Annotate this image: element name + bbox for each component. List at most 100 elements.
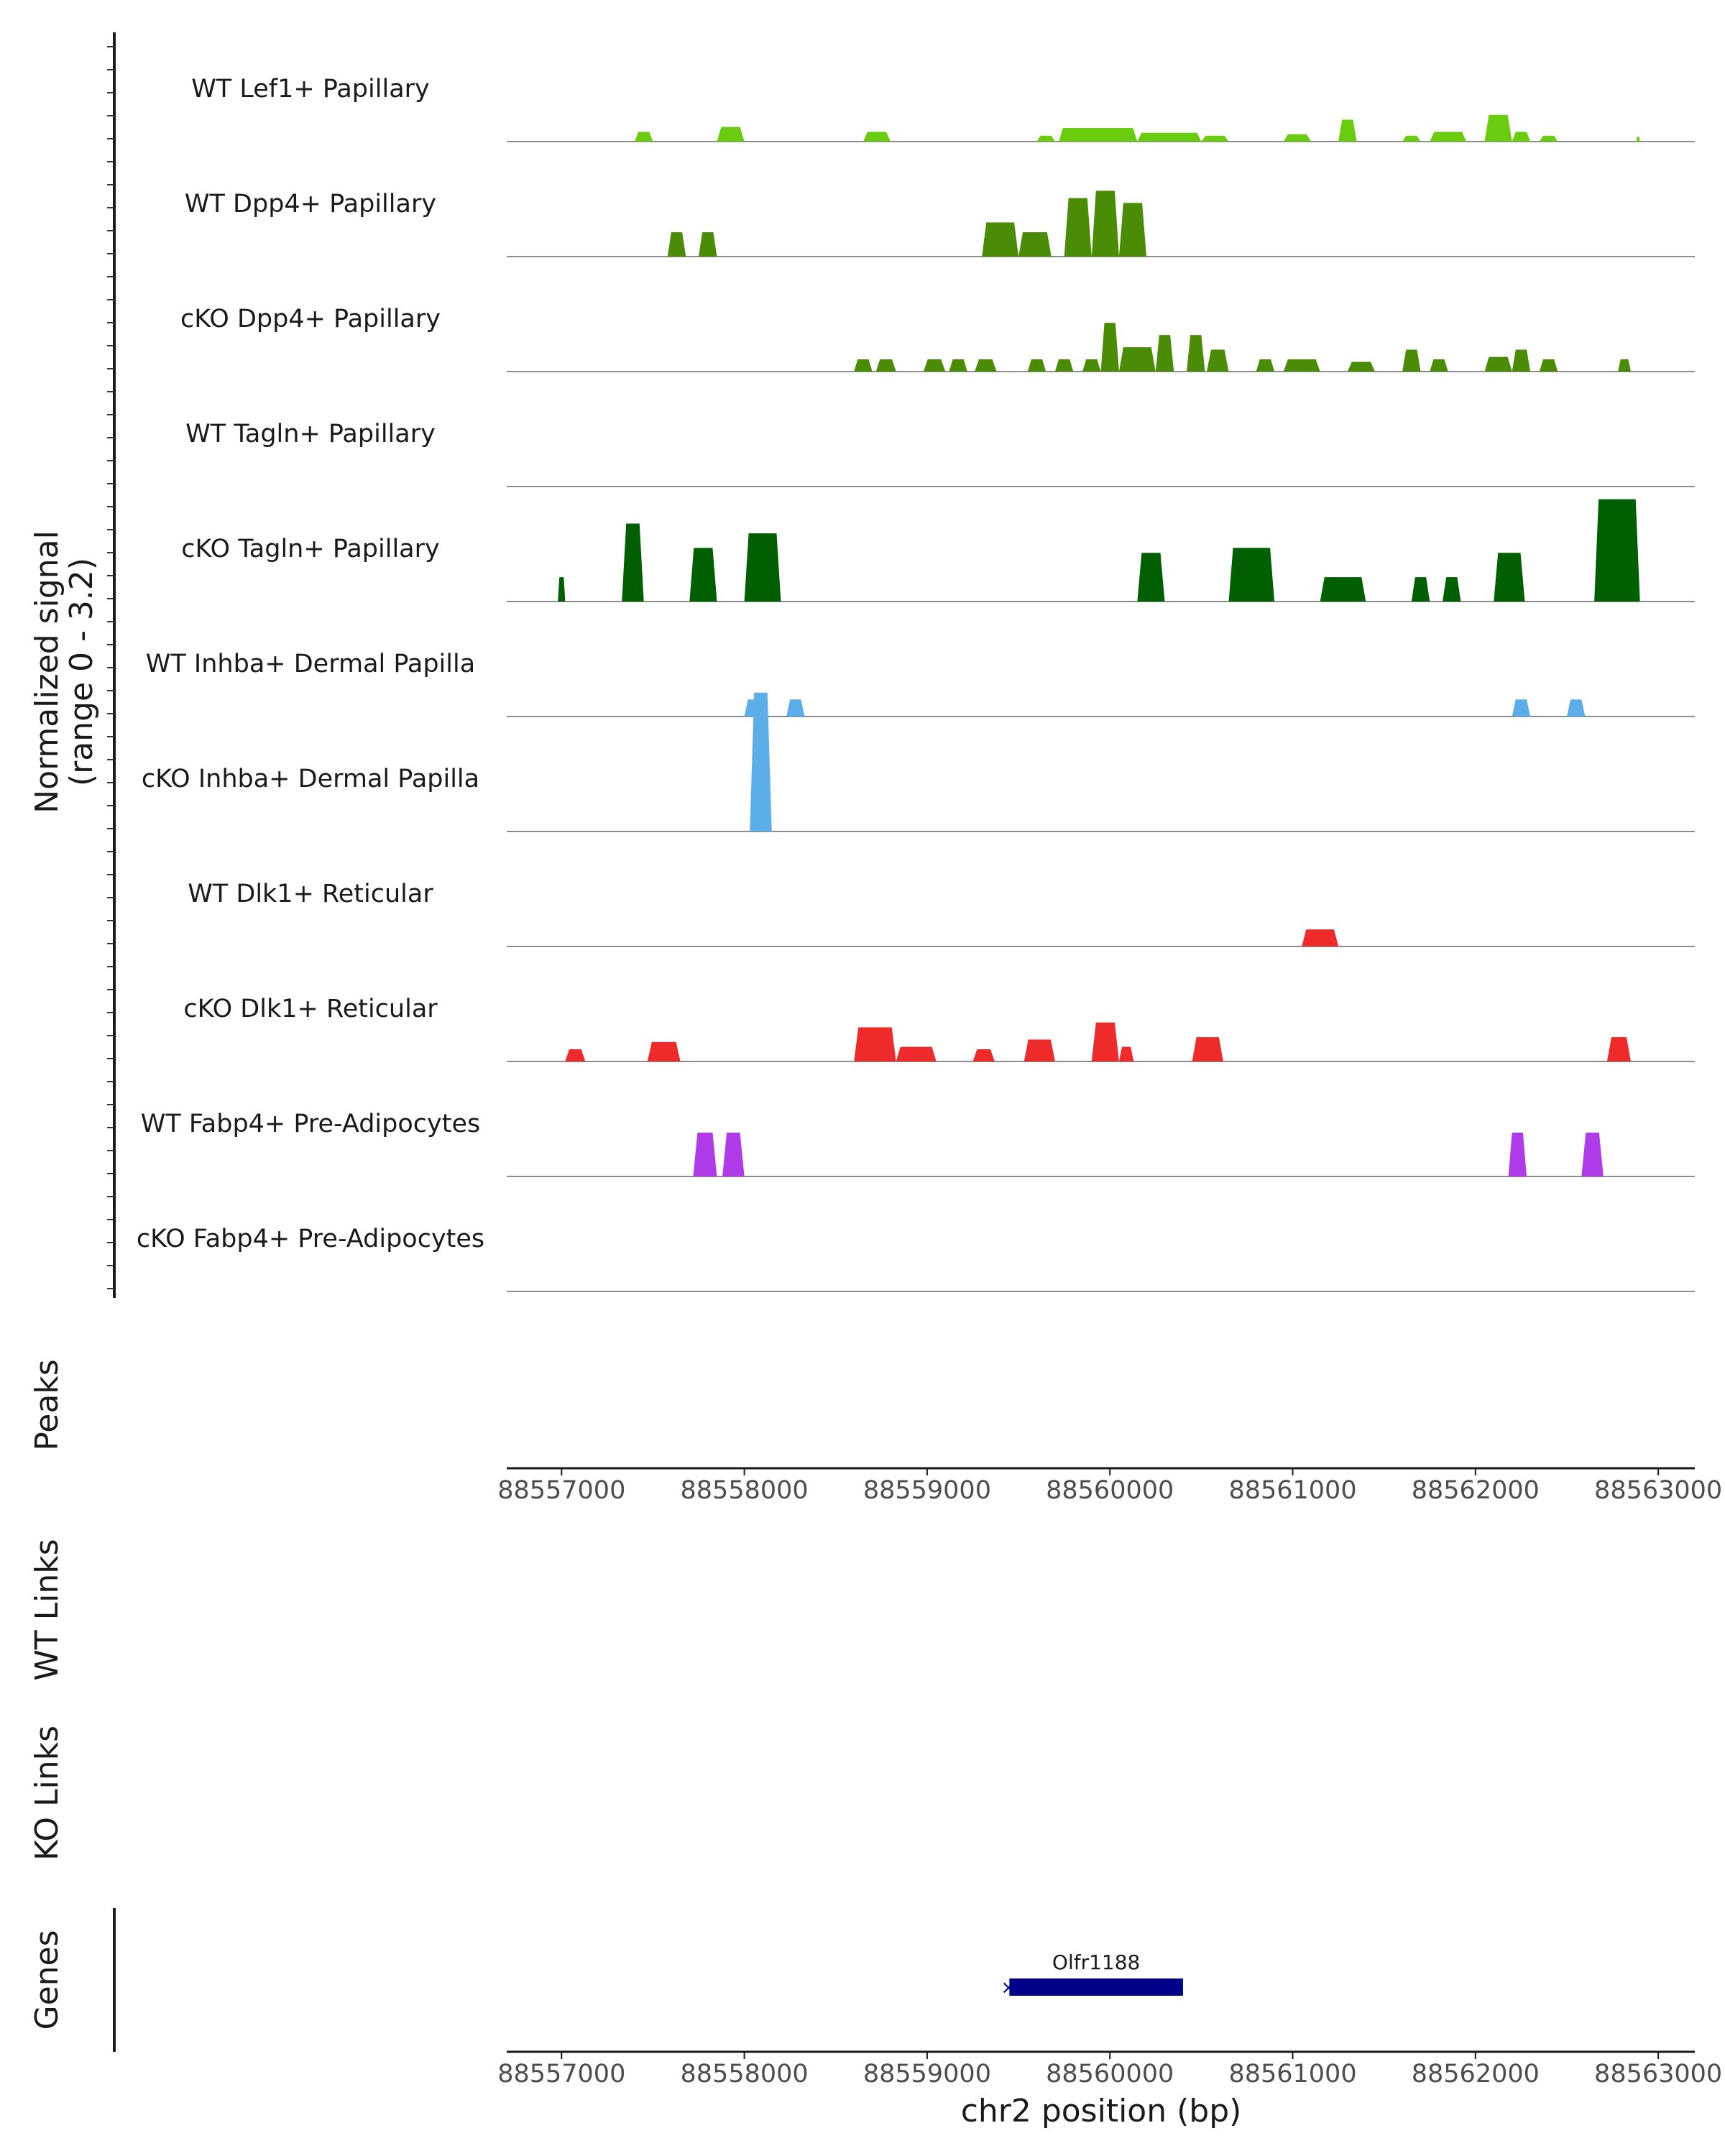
coverage-peak <box>1091 1022 1119 1061</box>
ko-links-panel-title: KO Links <box>29 1726 65 1861</box>
coverage-peak <box>722 1132 745 1176</box>
coverage-peak <box>1201 135 1229 142</box>
coverage-peak <box>1539 359 1558 372</box>
x-tick-label: 88562000 <box>1412 2060 1540 2088</box>
coverage-peak <box>1581 1132 1604 1176</box>
coverage-peak <box>862 132 891 142</box>
track-label: cKO Dlk1+ Reticular <box>183 995 438 1023</box>
coverage-peak <box>1283 359 1320 372</box>
wt-links-panel-title: WT Links <box>29 1539 65 1680</box>
coverage-peak <box>982 222 1019 257</box>
coverage-peak <box>1512 132 1531 142</box>
coverage-peak <box>1036 135 1055 142</box>
track-label: WT Dlk1+ Reticular <box>188 880 433 908</box>
coverage-peak <box>689 548 717 602</box>
track-label: WT Inhba+ Dermal Papilla <box>146 650 475 678</box>
coverage-peak <box>1539 135 1558 142</box>
track-label: WT Tagln+ Papillary <box>185 420 436 448</box>
track-label: WT Lef1+ Papillary <box>191 75 430 103</box>
x-tick-label: 88563000 <box>1594 1476 1722 1505</box>
coverage-peak <box>1512 699 1531 717</box>
gene-label: Olfr1188 <box>1052 1950 1140 1974</box>
coverage-peak <box>1594 499 1640 602</box>
coverage-peak <box>635 132 653 142</box>
x-tick-label: 88558000 <box>681 2060 809 2088</box>
x-tick-label: 88561000 <box>1228 1476 1356 1505</box>
x-tick-label: 88563000 <box>1594 2060 1722 2088</box>
coverage-peak <box>1566 699 1586 717</box>
coverage-peak <box>1118 1046 1134 1061</box>
coverage-peak <box>1206 349 1229 372</box>
coverage-peak <box>1430 132 1467 142</box>
coverage-peak <box>786 699 805 717</box>
coverage-peak <box>1338 119 1357 142</box>
coverage-peak <box>699 232 717 257</box>
coverage-peak <box>1484 114 1512 142</box>
coverage-peak <box>896 1046 937 1061</box>
coverage-peak <box>1228 548 1275 602</box>
x-axis-title: chr2 position (bp) <box>961 2093 1242 2129</box>
x-tick-label: 88559000 <box>863 2060 991 2088</box>
coverage-y-ticks <box>107 46 114 1289</box>
coverage-peak <box>693 1132 717 1176</box>
track-label: WT Dpp4+ Papillary <box>185 190 436 218</box>
coverage-peak <box>1402 135 1421 142</box>
coverage-peak <box>1024 1039 1055 1061</box>
coverage-peak <box>1059 128 1138 142</box>
coverage-peak <box>1118 347 1156 372</box>
coverage-peak <box>1430 359 1448 372</box>
coverage-peak <box>1347 361 1375 372</box>
coverage-peak <box>1100 323 1119 372</box>
coverage-peak <box>1256 359 1275 372</box>
coverage-peak <box>1187 335 1205 372</box>
coverage-peak <box>1443 577 1461 602</box>
coverage-peak <box>750 692 772 831</box>
x-tick-label: 88560000 <box>1046 2060 1174 2088</box>
coverage-peak <box>647 1041 681 1061</box>
coverage-peak <box>854 1027 896 1061</box>
x-tick-label: 88561000 <box>1228 2060 1356 2088</box>
y-axis-title-line1: Normalized signal <box>29 530 65 814</box>
coverage-peak <box>1137 132 1202 142</box>
track-label: cKO Tagln+ Papillary <box>181 535 440 563</box>
coverage-peak <box>1494 553 1525 602</box>
coverage-peak <box>1137 553 1165 602</box>
coverage-peak <box>1302 929 1339 946</box>
x-tick-label: 88558000 <box>681 1476 809 1505</box>
coverage-peak <box>1283 134 1311 142</box>
x-tick-label: 88557000 <box>497 2060 625 2088</box>
x-tick-label: 88560000 <box>1046 1476 1174 1505</box>
coverage-peak <box>1508 1132 1527 1176</box>
coverage-peak <box>1027 359 1046 372</box>
gene-strand-marker: × <box>1000 1977 1016 1999</box>
coverage-peak <box>1064 198 1092 257</box>
coverage-peak <box>923 359 946 372</box>
x-axis-genes: 88557000 88558000 88559000 88560000 88561000… <box>497 2052 1722 2088</box>
coverage-peak <box>875 359 896 372</box>
coverage-peak <box>717 126 745 142</box>
x-tick-label: 88562000 <box>1412 1476 1540 1505</box>
coverage-peak <box>1411 577 1430 602</box>
coverage-peak <box>558 577 566 602</box>
coverage-peak <box>667 232 686 257</box>
coverage-peak <box>1192 1037 1223 1061</box>
coverage-peak <box>1155 335 1174 372</box>
coverage-peak <box>744 533 781 602</box>
coverage-peak <box>622 523 644 602</box>
coverage-peak <box>972 1049 995 1061</box>
coverage-peak <box>565 1049 586 1061</box>
track-label: cKO Inhba+ Dermal Papilla <box>142 765 479 793</box>
coverage-peak <box>1512 349 1531 372</box>
coverage-peak <box>1606 1037 1631 1061</box>
coverage-peak <box>1118 203 1147 257</box>
coverage-peak <box>854 359 873 372</box>
coverage-peak <box>1618 359 1631 372</box>
coverage-peak <box>1018 232 1052 257</box>
peaks-panel-title: Peaks <box>29 1359 65 1450</box>
coverage-peak <box>975 359 997 372</box>
coverage-peak <box>949 359 967 372</box>
x-axis-peaks: 88557000 88558000 88559000 88560000 88561000… <box>497 1468 1722 1505</box>
coverage-peak <box>1484 356 1512 372</box>
coverage-tracks: WT Lef1+ Papillary WT Dpp4+ Papillary cKO … <box>137 75 1695 1292</box>
genes-panel-title: Genes <box>29 1930 65 2030</box>
